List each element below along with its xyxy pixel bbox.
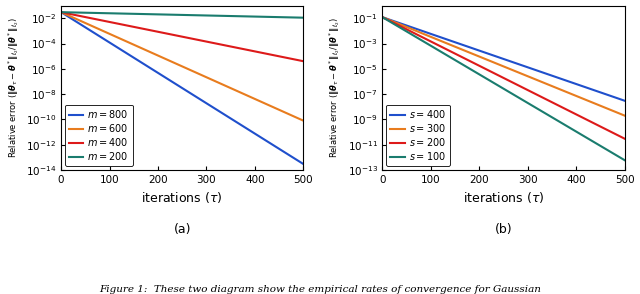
X-axis label: iterations ($\tau$): iterations ($\tau$) (463, 191, 544, 206)
$s = 200$ (579, 116, 587, 120)
$m = 200$ (58, 10, 65, 14)
$m = 600$ (127, 42, 135, 45)
$s = 300$ (621, 114, 628, 117)
$s = 100$ (579, 134, 587, 137)
Text: Figure 1:  These two diagram show the empirical rates of convergence for Gaussia: Figure 1: These two diagram show the emp… (99, 285, 541, 294)
$m = 800$ (127, 54, 135, 58)
$m = 800$ (258, 136, 266, 140)
$m = 200$ (127, 12, 135, 16)
$s = 300$ (467, 51, 474, 55)
$s = 200$ (438, 46, 446, 49)
$s = 400$ (449, 40, 456, 43)
$m = 800$ (145, 66, 153, 69)
Line: $s = 200$: $s = 200$ (383, 17, 625, 139)
$m = 800$ (58, 10, 65, 14)
$m = 400$ (213, 42, 221, 46)
$m = 400$ (58, 10, 65, 14)
Line: $m = 200$: $m = 200$ (61, 12, 303, 18)
$m = 600$ (300, 119, 307, 122)
$s = 200$ (449, 51, 456, 54)
Line: $m = 800$: $m = 800$ (61, 12, 303, 164)
$s = 200$ (621, 137, 628, 141)
$m = 800$ (300, 162, 307, 166)
$s = 200$ (534, 94, 542, 97)
Legend: $s = 400$, $s = 300$, $s = 200$, $s = 100$: $s = 400$, $s = 300$, $s = 200$, $s = 10… (387, 105, 449, 166)
Line: $s = 400$: $s = 400$ (383, 17, 625, 101)
Title: (b): (b) (495, 223, 513, 235)
$m = 200$ (216, 14, 224, 18)
$m = 200$ (117, 12, 125, 15)
$m = 600$ (216, 81, 224, 85)
Title: (a): (a) (173, 223, 191, 235)
$m = 600$ (258, 100, 266, 104)
$s = 400$ (579, 85, 587, 88)
$m = 400$ (117, 23, 125, 26)
Line: $s = 300$: $s = 300$ (383, 17, 625, 116)
$m = 800$ (213, 108, 221, 112)
$m = 200$ (300, 16, 307, 19)
$s = 400$ (379, 16, 387, 19)
$m = 400$ (127, 25, 135, 28)
$m = 400$ (145, 28, 153, 32)
$m = 400$ (258, 51, 266, 54)
$m = 600$ (58, 10, 65, 14)
$s = 100$ (621, 158, 628, 162)
$s = 100$ (538, 109, 545, 113)
$s = 300$ (438, 40, 446, 44)
Y-axis label: Relative error ($\|\boldsymbol{\theta}_\tau - \boldsymbol{\theta}^*\|_{\ell_2} /: Relative error ($\|\boldsymbol{\theta}_\… (6, 17, 20, 158)
$m = 600$ (117, 37, 125, 41)
$m = 200$ (258, 15, 266, 19)
$s = 400$ (534, 69, 542, 73)
$s = 100$ (534, 108, 542, 111)
$m = 400$ (216, 43, 224, 46)
$s = 200$ (379, 16, 387, 19)
$s = 300$ (449, 44, 456, 48)
$s = 300$ (579, 97, 587, 101)
$s = 400$ (538, 70, 545, 74)
Line: $m = 600$: $m = 600$ (61, 12, 303, 121)
$m = 800$ (216, 110, 224, 113)
$s = 400$ (438, 36, 446, 40)
Line: $s = 100$: $s = 100$ (383, 17, 625, 160)
Line: $m = 400$: $m = 400$ (61, 12, 303, 61)
$s = 400$ (621, 99, 628, 103)
$m = 600$ (145, 50, 153, 54)
$s = 100$ (438, 51, 446, 54)
$s = 100$ (379, 16, 387, 19)
$s = 300$ (379, 16, 387, 19)
$m = 400$ (300, 59, 307, 63)
$s = 100$ (467, 68, 474, 71)
$s = 400$ (467, 46, 474, 49)
$m = 800$ (117, 48, 125, 51)
$s = 200$ (467, 60, 474, 63)
$s = 300$ (534, 79, 542, 82)
$m = 600$ (213, 80, 221, 84)
$m = 200$ (213, 14, 221, 17)
X-axis label: iterations ($\tau$): iterations ($\tau$) (141, 191, 223, 206)
$m = 200$ (145, 12, 153, 16)
$s = 100$ (449, 57, 456, 61)
$s = 300$ (538, 80, 545, 83)
Legend: $m = 800$, $m = 600$, $m = 400$, $m = 200$: $m = 800$, $m = 600$, $m = 400$, $m = 20… (65, 105, 132, 166)
$s = 200$ (538, 95, 545, 99)
Y-axis label: Relative error ($\|\boldsymbol{\theta}_\tau - \boldsymbol{\theta}^*\|_{\ell_2} /: Relative error ($\|\boldsymbol{\theta}_\… (327, 17, 342, 158)
